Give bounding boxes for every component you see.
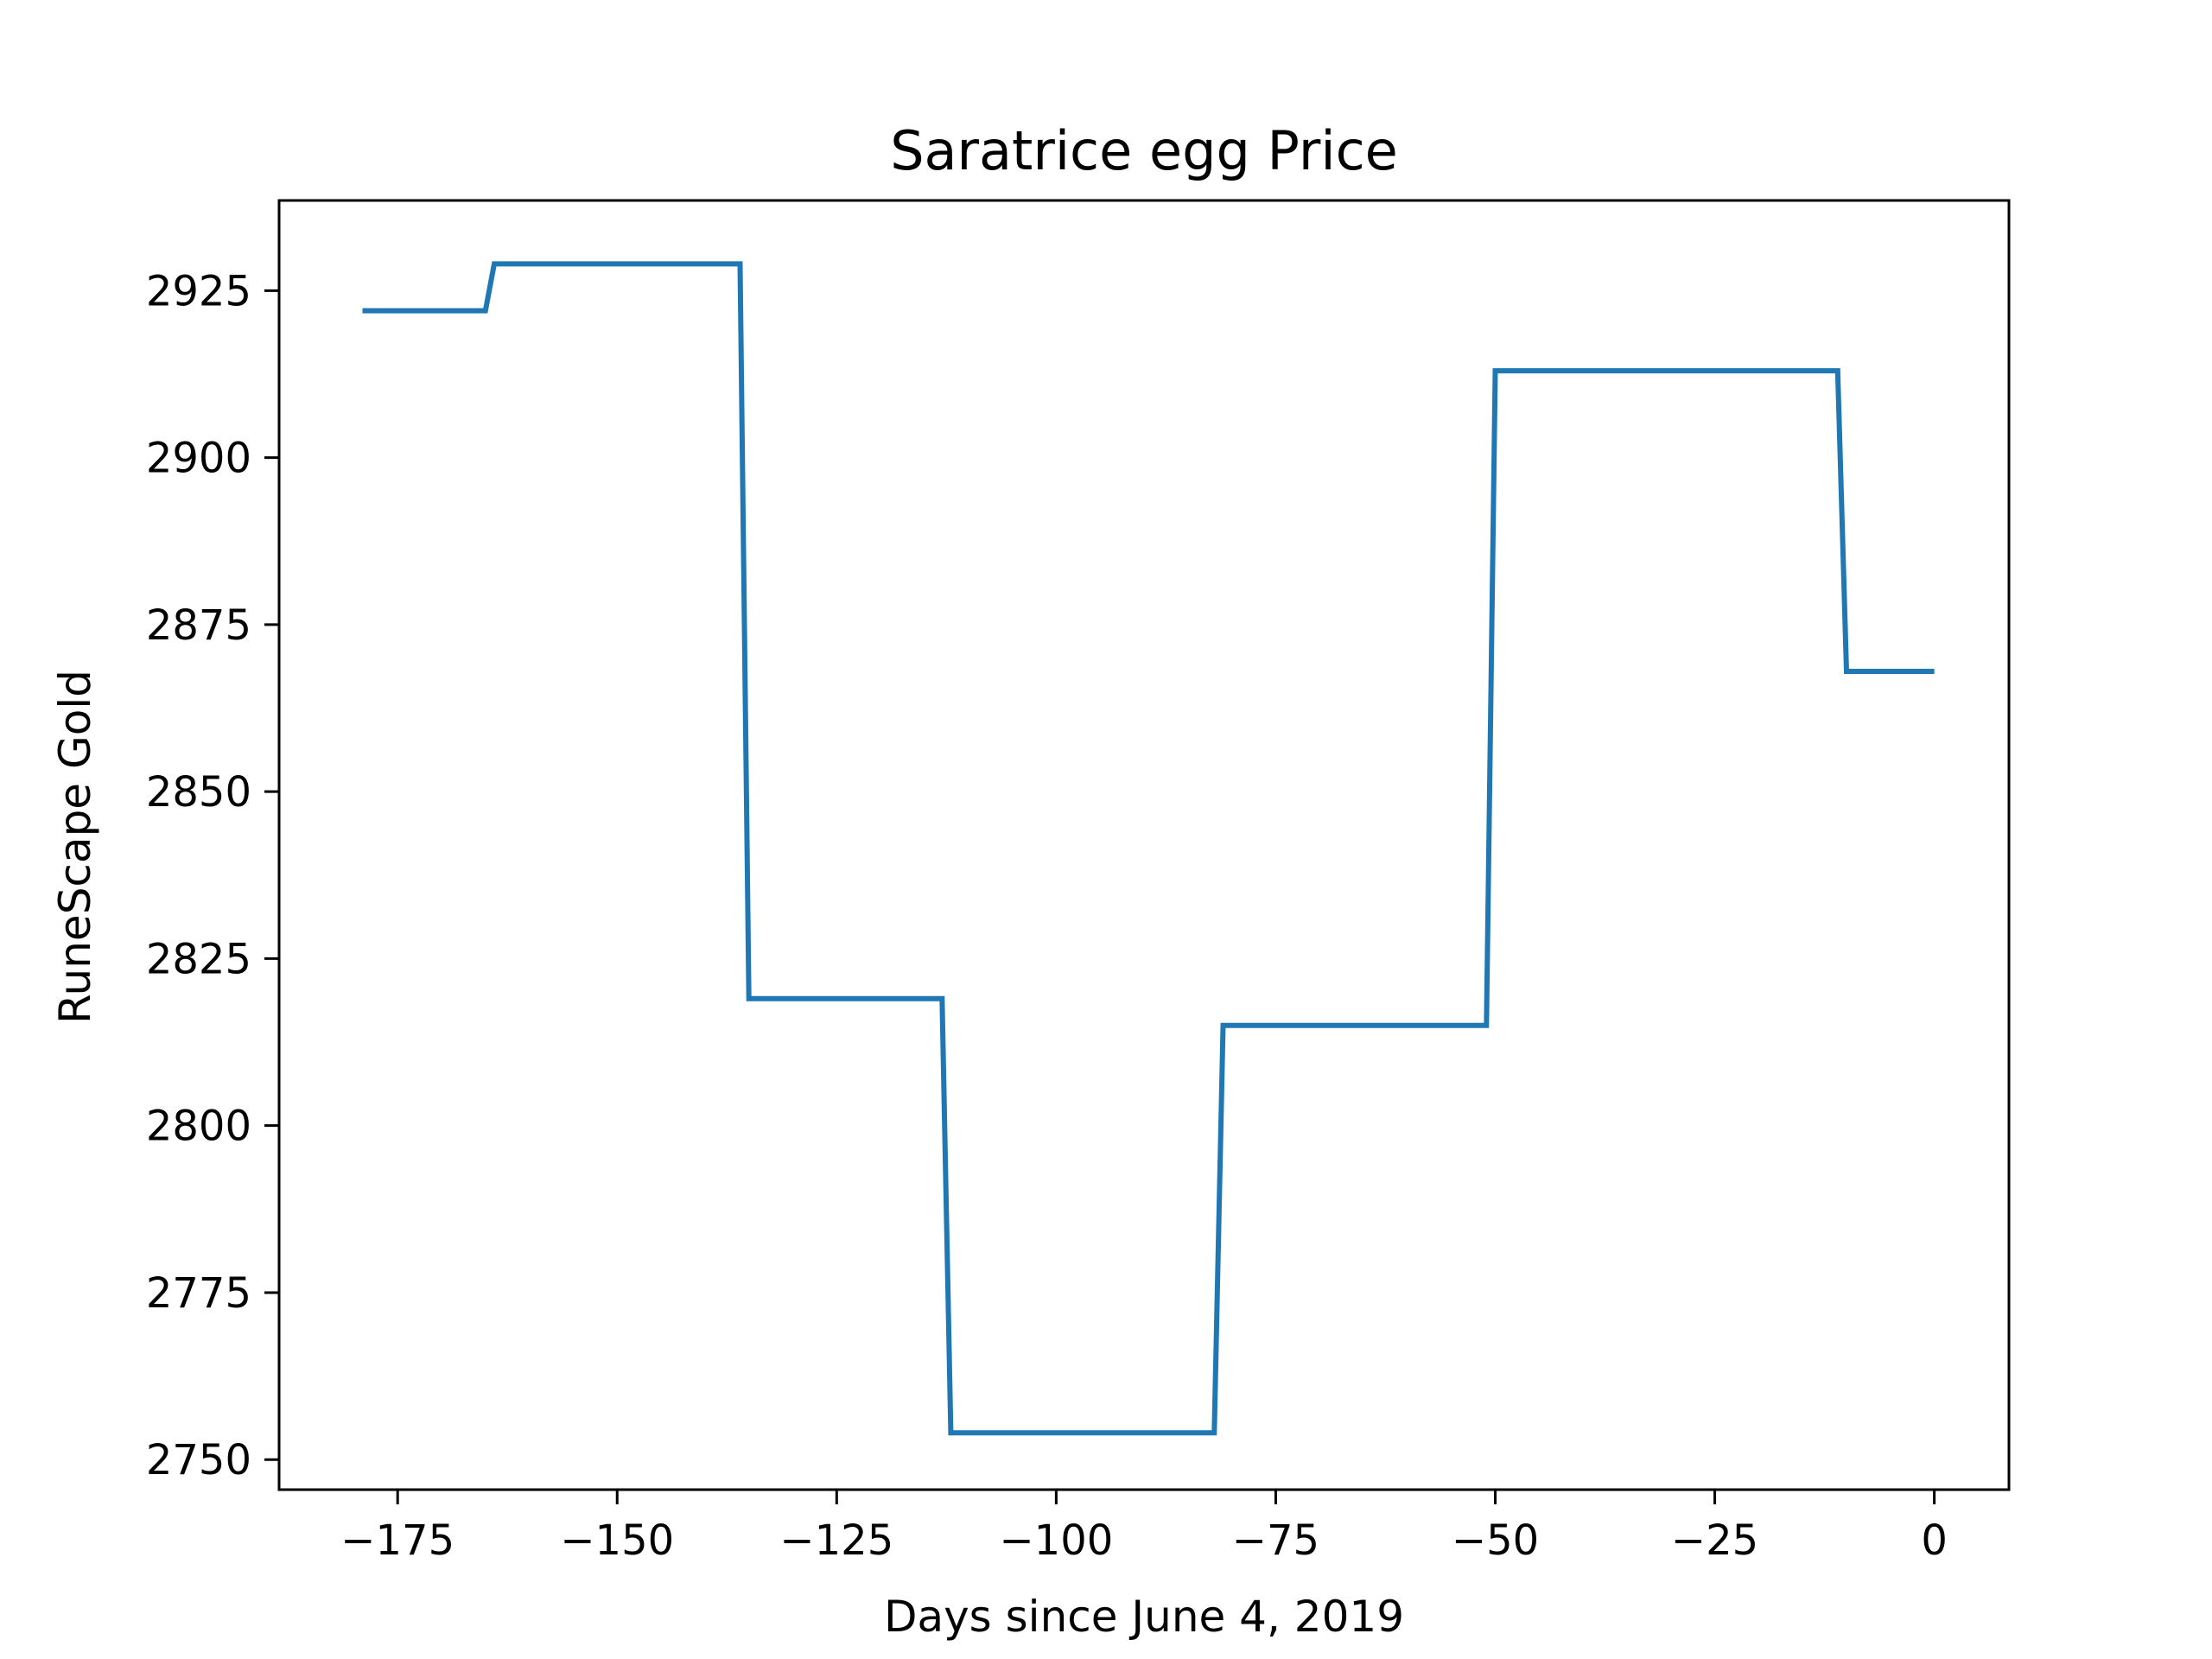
x-tick-label: −125 bbox=[779, 1516, 893, 1565]
x-tick-label: −50 bbox=[1452, 1516, 1539, 1565]
y-axis: 2750 2775 2800 2825 2850 2875 2900 2925 bbox=[146, 267, 279, 1484]
x-tick-label: −25 bbox=[1671, 1516, 1758, 1565]
x-axis-label: Days since June 4, 2019 bbox=[884, 1592, 1404, 1642]
x-tick-label: −175 bbox=[340, 1516, 454, 1565]
plot-frame bbox=[277, 199, 2011, 1491]
x-tick-label: −75 bbox=[1232, 1516, 1319, 1565]
y-tick-label: 2850 bbox=[146, 768, 251, 817]
y-tick-label: 2750 bbox=[146, 1436, 251, 1484]
series-line bbox=[362, 261, 1935, 1436]
y-tick-label: 2800 bbox=[146, 1103, 251, 1151]
chart-title: Saratrice egg Price bbox=[890, 119, 1398, 182]
y-tick-label: 2900 bbox=[146, 435, 251, 483]
y-tick-label: 2875 bbox=[146, 601, 251, 650]
y-tick-label: 2775 bbox=[146, 1269, 251, 1318]
x-tick-label: −100 bbox=[999, 1516, 1113, 1565]
x-axis: −175 −150 −125 −100 −75 −50 −25 0 bbox=[340, 1490, 1948, 1565]
y-axis-label: RuneScape Gold bbox=[50, 670, 100, 1024]
x-tick-label: 0 bbox=[1921, 1516, 1948, 1565]
y-tick-label: 2825 bbox=[146, 935, 251, 983]
plot-area bbox=[277, 199, 2011, 1491]
y-tick-label: 2925 bbox=[146, 267, 251, 315]
x-tick-label: −150 bbox=[560, 1516, 674, 1565]
